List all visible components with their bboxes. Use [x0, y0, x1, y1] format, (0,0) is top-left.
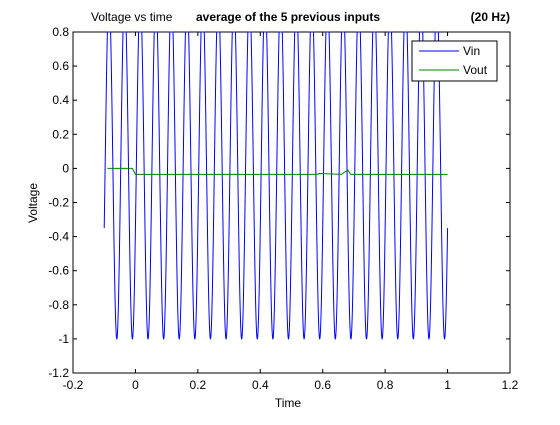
x-tick-label: 1.2 — [502, 378, 519, 392]
series-line-vin — [103, 31, 449, 340]
legend-label-vout: Vout — [463, 63, 488, 77]
y-tick-label: 0.8 — [52, 25, 69, 39]
y-tick-label: -0.2 — [48, 196, 69, 210]
chart-title-frequency: (20 Hz) — [471, 10, 510, 24]
x-tick-label: 0.4 — [252, 378, 269, 392]
y-tick-label: -0.6 — [48, 264, 69, 278]
y-tick-label: 0.2 — [52, 127, 69, 141]
x-tick-label: 0.6 — [314, 378, 331, 392]
legend-label-vin: Vin — [463, 44, 480, 58]
chart-title: Voltage vs time — [91, 10, 173, 24]
y-tick-label: -0.4 — [48, 230, 69, 244]
ticks-layer: -0.2 0 0.2 0.4 0.6 0.8 1 1.2 -1.2 -1 -0.8 -0.6 -0.4 -… — [48, 25, 518, 392]
series-line-vout — [107, 167, 448, 175]
plot-area: -0.2 0 0.2 0.4 0.6 0.8 1 1.2 -1.2 -1 -0.8 -0.6 -0.4 -… — [48, 25, 518, 392]
x-tick-label: -0.2 — [63, 378, 84, 392]
series-layer — [103, 31, 449, 340]
y-tick-label: 0 — [62, 161, 69, 175]
y-tick-label: -0.8 — [48, 298, 69, 312]
title-group: Voltage vs time average of the 5 previou… — [91, 10, 510, 24]
x-axis-label: Time — [275, 396, 302, 410]
y-tick-label: 0.4 — [52, 93, 69, 107]
y-tick-label: -1.2 — [48, 366, 69, 380]
y-tick-label: 0.6 — [52, 59, 69, 73]
legend: Vin Vout — [411, 40, 498, 82]
x-tick-label: 0.2 — [190, 378, 207, 392]
y-tick-label: -1 — [58, 332, 69, 346]
x-tick-label: 1 — [444, 378, 451, 392]
y-axis-label: Voltage — [26, 183, 40, 223]
legend-box — [411, 40, 498, 82]
x-tick-label: 0 — [132, 378, 139, 392]
chart-title-annotation: average of the 5 previous inputs — [196, 10, 380, 24]
x-tick-label: 0.8 — [377, 378, 394, 392]
